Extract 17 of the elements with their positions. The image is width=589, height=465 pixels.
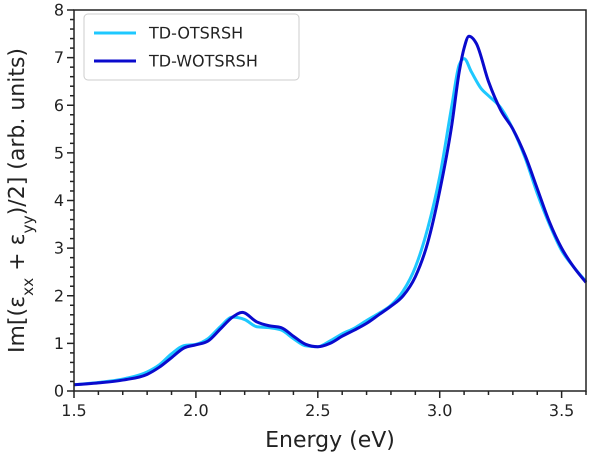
y-tick-label: 1 [54,334,64,353]
x-tick-label: 2.5 [305,401,331,420]
y-tick-label: 8 [54,0,64,20]
y-tick-label: 5 [54,143,64,162]
y-tick-label: 2 [54,286,64,306]
x-tick-label: 3.5 [548,401,574,420]
y-tick-label: 7 [54,48,64,68]
x-axis-title: Energy (eV) [265,428,395,453]
x-tick-label: 1.5 [61,401,87,420]
legend-label: TD-OTSRSH [148,24,244,43]
y-tick-label: 3 [54,238,64,258]
y-tick-label: 4 [54,191,64,210]
x-tick-label: 3.0 [426,401,452,420]
legend-label: TD-WOTSRSH [148,52,258,71]
x-tick-label: 2.0 [183,401,209,420]
y-tick-label: 0 [54,382,64,401]
y-tick-label: 6 [54,96,64,115]
